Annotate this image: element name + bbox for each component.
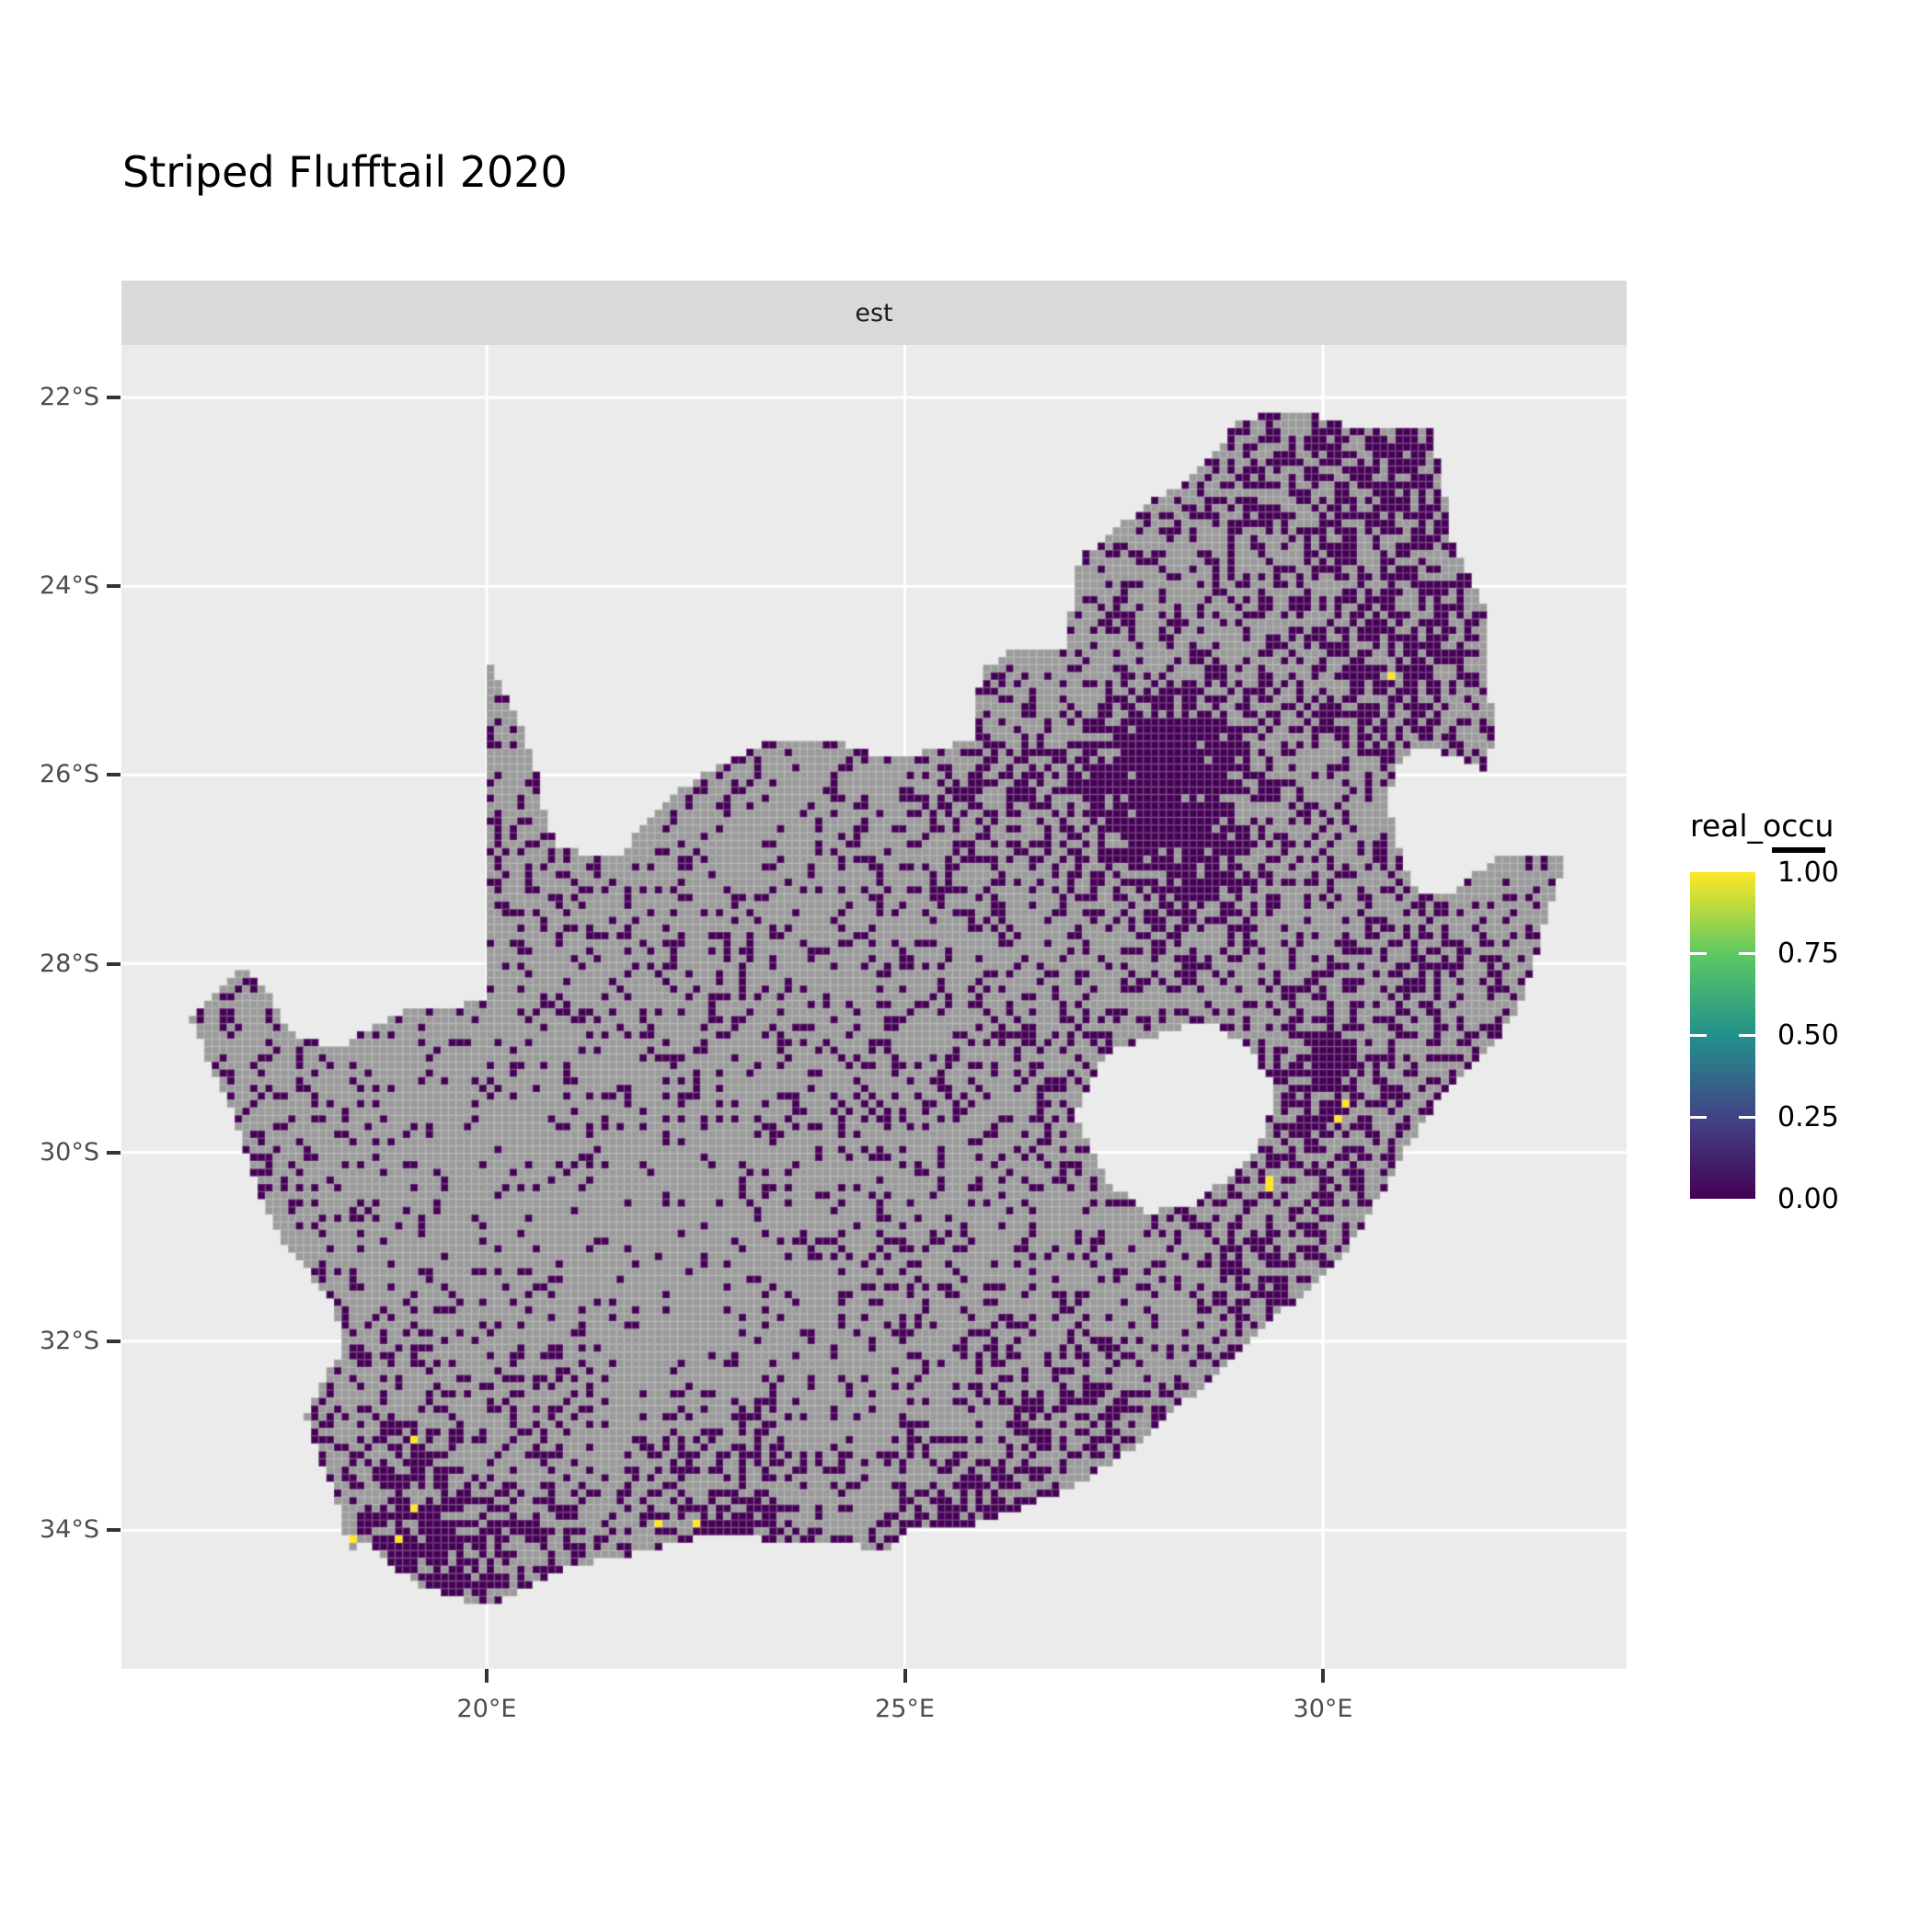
colorbar-label: 0.75: [1777, 937, 1839, 971]
y-axis-tick: [107, 961, 121, 966]
x-axis-tick: [903, 1669, 907, 1683]
x-axis-label: 20°E: [456, 1695, 517, 1723]
colorbar-tick: [1739, 1115, 1755, 1119]
y-axis-label: 32°S: [40, 1327, 99, 1355]
colorbar-label: 1.00: [1777, 856, 1839, 889]
x-axis-label: 30°E: [1293, 1695, 1353, 1723]
y-axis-tick: [107, 773, 121, 777]
colorbar-tick: [1690, 1115, 1707, 1119]
y-axis-tick: [107, 396, 121, 399]
y-axis-label: 28°S: [40, 949, 99, 978]
y-axis-tick: [107, 1150, 121, 1155]
map-panel: [121, 345, 1627, 1669]
facet-strip: est: [121, 281, 1627, 345]
colorbar-tick: [1690, 1034, 1707, 1037]
y-axis-tick: [107, 584, 121, 589]
colorbar-tick: [1739, 1034, 1755, 1037]
colorbar-label: 0.50: [1777, 1019, 1839, 1052]
colorbar-tick: [1690, 952, 1707, 956]
legend-title: real_occu: [1690, 808, 1834, 844]
y-axis-label: 34°S: [40, 1515, 99, 1545]
x-axis-tick: [485, 1669, 489, 1683]
y-axis-label: 24°S: [40, 571, 99, 601]
facet-strip-label: est: [855, 298, 893, 328]
y-axis-tick: [107, 1340, 121, 1343]
y-axis-label: 22°S: [40, 383, 99, 411]
x-axis-label: 25°E: [875, 1695, 935, 1723]
y-axis-label: 30°S: [40, 1137, 99, 1167]
x-axis-tick: [1321, 1669, 1325, 1683]
legend-top-tick: [1772, 847, 1825, 853]
occupancy-map-canvas: [121, 345, 1627, 1669]
y-axis-label: 26°S: [40, 760, 99, 789]
y-axis-tick: [107, 1528, 121, 1533]
colorbar-tick: [1739, 952, 1755, 956]
colorbar-label: 0.25: [1777, 1100, 1839, 1133]
colorbar-label: 0.00: [1777, 1182, 1839, 1215]
plot-title: Striped Flufftail 2020: [122, 147, 568, 197]
